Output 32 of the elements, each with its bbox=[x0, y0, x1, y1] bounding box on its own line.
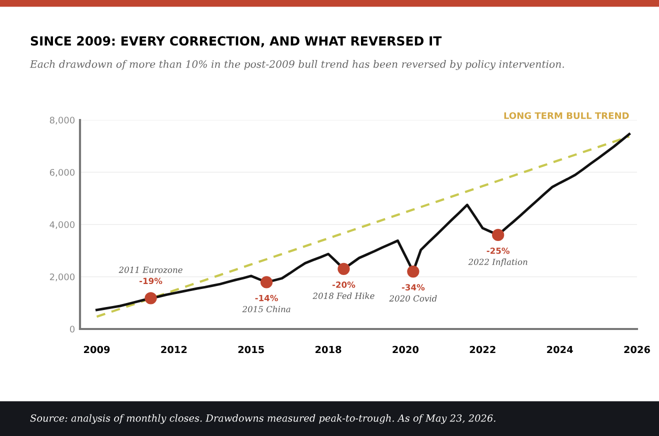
x-tick-label: 2026 bbox=[624, 346, 650, 354]
x-tick-label: 2012 bbox=[161, 346, 187, 354]
annotation: 2020 Covid bbox=[389, 295, 437, 302]
annotation: 2018 Fed Hike bbox=[312, 292, 374, 299]
chart-subtitle: Each drawdown of more than 10% in the post-2009 bull trend has been reversed by policy intervention. bbox=[30, 60, 564, 70]
point bbox=[407, 265, 420, 278]
annotation: -20% bbox=[332, 282, 356, 288]
point bbox=[338, 262, 350, 275]
point bbox=[492, 228, 504, 242]
x-tick-label: 2020 bbox=[392, 346, 419, 354]
annotation: -19% bbox=[140, 278, 162, 284]
y-tick-label: 0 bbox=[70, 326, 75, 333]
x-tick-label: 2018 bbox=[316, 346, 342, 354]
source-note: Source: analysis of monthly closes. Drawdowns measured peak-to-trough. As of May 23, 2026. bbox=[30, 414, 496, 424]
y-tick-label: 8,000 bbox=[50, 116, 75, 124]
y-tick-label: 4,000 bbox=[50, 221, 75, 229]
x-tick-label: 2015 bbox=[238, 346, 264, 354]
x-tick-label: 2022 bbox=[470, 346, 496, 354]
point bbox=[260, 276, 273, 288]
x-tick-label: 2009 bbox=[84, 346, 110, 354]
annotation: 2015 China bbox=[242, 306, 290, 312]
y-tick-label: 2,000 bbox=[50, 273, 75, 282]
annotation: -25% bbox=[486, 248, 510, 254]
chart-title: SINCE 2009: EVERY CORRECTION, AND WHAT REVERSED IT bbox=[30, 36, 442, 48]
y-tick-label: 6,000 bbox=[50, 168, 75, 177]
series-label: LONG TERM BULL TREND bbox=[504, 112, 629, 120]
annotation: 2011 Eurozone bbox=[118, 266, 182, 274]
point bbox=[144, 292, 157, 304]
annotation: -34% bbox=[402, 284, 425, 290]
x-tick-label: 2024 bbox=[547, 346, 573, 354]
annotation: -14% bbox=[255, 294, 278, 302]
annotation: 2022 Inflation bbox=[468, 258, 528, 267]
